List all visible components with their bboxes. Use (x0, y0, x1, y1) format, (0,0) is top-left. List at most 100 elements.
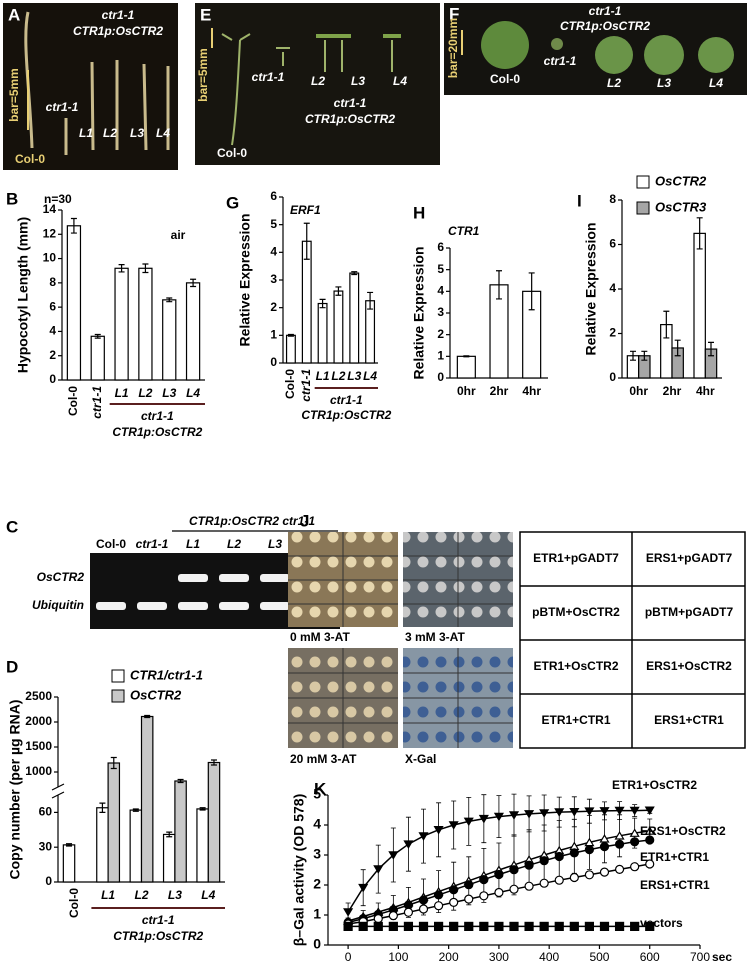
marker (599, 807, 610, 816)
y-tick-label: 0 (270, 355, 277, 369)
marker (599, 867, 610, 877)
y-tick-label: 2 (313, 876, 321, 892)
chart-title: CTR1 (448, 224, 480, 238)
bar (140, 715, 154, 883)
error-bar (303, 222, 310, 260)
bar (207, 761, 221, 883)
x-tick-label: 4hr (522, 384, 541, 398)
plant-label: L4 (393, 74, 407, 88)
table-cell: ETR1+CTR1 (541, 713, 610, 727)
series-label: ETR1+CTR1 (640, 850, 709, 864)
x-tick-label: 2hr (490, 384, 509, 398)
y-tick-label: 6 (609, 237, 616, 251)
group-label: ctr1-1 (142, 913, 175, 927)
marker (403, 907, 414, 917)
marker (358, 883, 369, 893)
marker (599, 921, 610, 932)
x-tick-label: L2 (138, 386, 152, 400)
y-tick-label: 14 (43, 202, 57, 216)
panel-letter: I (577, 191, 582, 210)
marker (479, 921, 489, 932)
plate-label: 20 mM 3-AT (290, 752, 357, 766)
y-tick-label: 30 (39, 839, 53, 853)
rosette (698, 37, 734, 73)
error-bar (199, 807, 206, 811)
series-label: ETR1+OsCTR2 (612, 778, 697, 792)
marker (539, 921, 549, 932)
error-bar (696, 217, 703, 250)
x-tick-label: 700 (690, 950, 710, 964)
seedling (276, 40, 393, 72)
y-tick-label: 0 (49, 372, 56, 386)
panel-letter: B (6, 189, 18, 208)
marker (569, 872, 579, 883)
marker (433, 826, 444, 835)
table-cell: pBTM+pGADT7 (645, 605, 734, 619)
error-bar (132, 808, 139, 812)
bar (90, 335, 105, 381)
panel-letter: J (300, 511, 309, 530)
x-tick-label: 400 (539, 950, 559, 964)
marker (569, 921, 579, 932)
error-bar (663, 310, 670, 339)
marker (554, 808, 565, 817)
bar (333, 290, 344, 364)
marker (569, 808, 580, 817)
legend-label: OsCTR2 (130, 687, 182, 702)
y-tick-label: 4 (270, 245, 277, 259)
photo-f: F bar=20mm ctr1-1 CTR1p:OsCTR2 Col-0 ctr… (444, 3, 747, 95)
marker (418, 921, 429, 932)
x-tick-label: 100 (388, 950, 408, 964)
legend-swatch (636, 201, 650, 215)
marker (539, 809, 550, 818)
marker (388, 921, 398, 932)
marker (418, 904, 429, 914)
marker (614, 839, 625, 849)
x-tick-label: L3 (347, 369, 361, 383)
photo-background (195, 3, 440, 165)
error-bar (190, 278, 197, 288)
plant-label: Col-0 (15, 152, 45, 166)
plate-label: X-Gal (405, 752, 436, 766)
plate-label: 3 mM 3-AT (405, 630, 465, 644)
error-bar (335, 286, 342, 296)
y-tick-label: 1500 (25, 739, 52, 753)
plant-label: L3 (657, 76, 671, 90)
lane-label: ctr1-1 (136, 537, 169, 551)
y-axis-label: Hypocotyl Length (mm) (15, 217, 31, 373)
series-label: vectors (640, 916, 683, 930)
rosette (644, 35, 684, 75)
marker (524, 860, 534, 870)
marker (464, 894, 474, 904)
rosette (595, 36, 633, 74)
gel-header: CTR1p:OsCTR2 ctr1-1 (189, 514, 315, 528)
error-bar (66, 843, 73, 847)
marker (449, 921, 459, 932)
marker (508, 811, 520, 820)
y-tick-label: 4 (437, 284, 444, 298)
y-tick-label: 0 (437, 370, 444, 384)
y-tick-label: 4 (49, 324, 56, 338)
annotation: n=30 (44, 192, 72, 206)
marker (373, 921, 383, 932)
y-tick-label: 10 (43, 251, 57, 265)
marker (630, 862, 640, 872)
y-tick-label: 1 (313, 906, 321, 922)
seedling (24, 11, 34, 149)
legend-swatch (636, 175, 650, 189)
scale-label: bar=20mm (446, 18, 460, 78)
x-tick-label: L2 (134, 888, 148, 902)
y-axis-label: β–Gal activity (OD 578) (291, 794, 307, 947)
genotype-label: ctr1-1 (102, 8, 135, 22)
bar (196, 808, 209, 883)
plate-label: 0 mM 3-AT (290, 630, 350, 644)
error-bar (496, 270, 502, 300)
bar (129, 809, 143, 883)
seedling (221, 33, 251, 146)
marker (645, 859, 655, 869)
x-tick-label: L4 (201, 888, 215, 902)
error-bar (319, 298, 326, 309)
y-tick-label: 12 (43, 226, 57, 240)
plant-label: L1 (79, 126, 93, 140)
bar (317, 302, 328, 364)
